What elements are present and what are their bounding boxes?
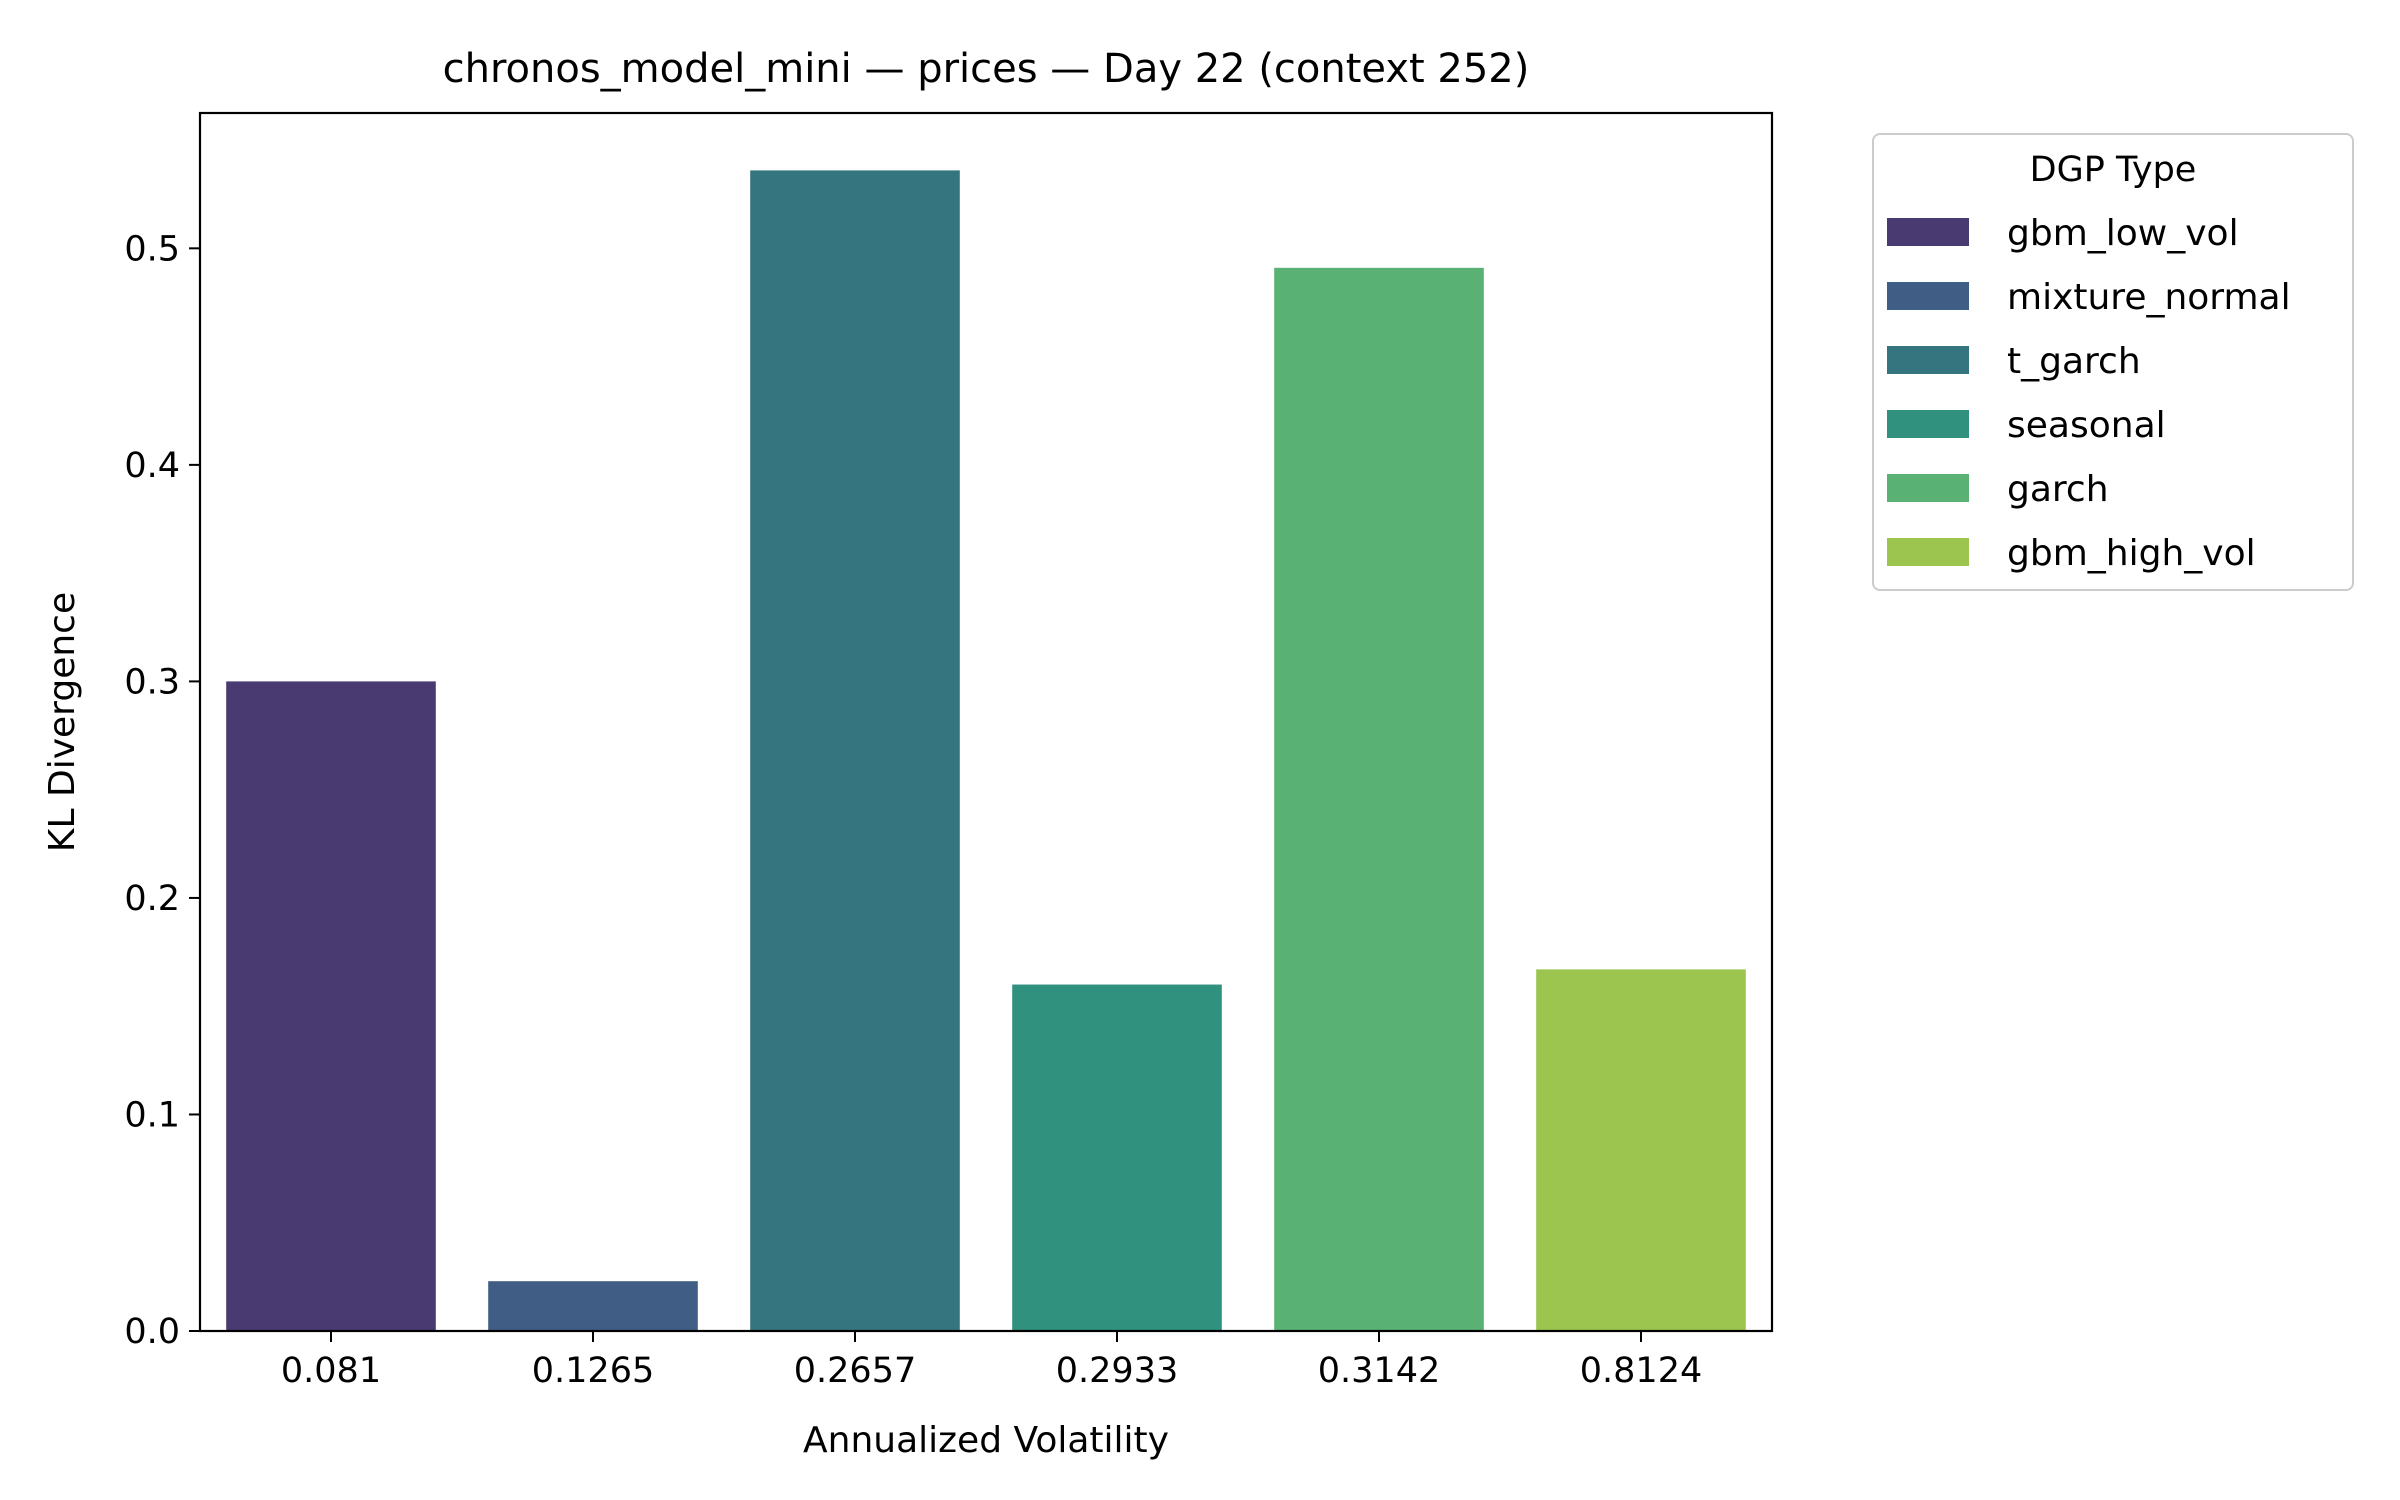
y-tick-label: 0.3: [124, 662, 180, 702]
chart-title: chronos_model_mini — prices — Day 22 (co…: [443, 46, 1530, 92]
legend-swatch-garch: [1887, 474, 1969, 502]
legend-label-gbm_high_vol: gbm_high_vol: [2007, 533, 2256, 574]
x-tick-label: 0.3142: [1318, 1351, 1440, 1391]
bar-seasonal: [1012, 984, 1222, 1331]
y-axis: 0.0 0.1 0.2 0.3 0.4 0.5: [124, 229, 200, 1352]
y-tick-label: 0.2: [124, 879, 180, 919]
x-tick-label: 0.1265: [532, 1351, 654, 1391]
y-axis-label: KL Divergence: [42, 592, 83, 852]
y-tick-label: 0.5: [124, 229, 180, 269]
legend-label-mixture_normal: mixture_normal: [2007, 277, 2291, 318]
legend-swatch-seasonal: [1887, 410, 1969, 438]
x-tick-label: 0.2933: [1056, 1351, 1178, 1391]
x-tick-label: 0.2657: [794, 1351, 916, 1391]
plot-frame: [198, 111, 1774, 1333]
legend-title: DGP Type: [2030, 150, 2197, 190]
legend-swatch-t_garch: [1887, 346, 1969, 374]
bars-group: [226, 170, 1746, 1332]
x-axis: 0.081 0.1265 0.2657 0.2933 0.3142 0.8124: [281, 1331, 1702, 1391]
y-tick-label: 0.4: [124, 446, 180, 486]
legend-label-t_garch: t_garch: [2007, 341, 2141, 382]
legend-swatch-gbm_high_vol: [1887, 538, 1969, 566]
legend-label-gbm_low_vol: gbm_low_vol: [2007, 213, 2239, 254]
x-axis-label: Annualized Volatility: [803, 1420, 1169, 1461]
legend-swatch-mixture_normal: [1887, 282, 1969, 310]
legend-box: [1872, 133, 2354, 591]
bar-t_garch: [750, 170, 960, 1331]
bar-garch: [1274, 267, 1484, 1332]
legend-label-garch: garch: [2007, 469, 2109, 510]
bar-mixture_normal: [488, 1281, 698, 1331]
legend-items: gbm_low_vol mixture_normal t_garch seasonal…: [1887, 213, 2291, 574]
x-tick-label: 0.8124: [1580, 1351, 1702, 1391]
legend: DGP Type gbm_low_vol mixture_normal t_garc…: [1872, 133, 2354, 591]
bar-gbm_low_vol: [226, 681, 436, 1331]
x-tick-label: 0.081: [281, 1351, 381, 1391]
bar-gbm_high_vol: [1536, 969, 1746, 1331]
y-tick-label: 0.0: [124, 1312, 180, 1352]
legend-label-seasonal: seasonal: [2007, 405, 2166, 446]
legend-swatch-gbm_low_vol: [1887, 218, 1969, 246]
y-tick-label: 0.1: [124, 1095, 180, 1135]
